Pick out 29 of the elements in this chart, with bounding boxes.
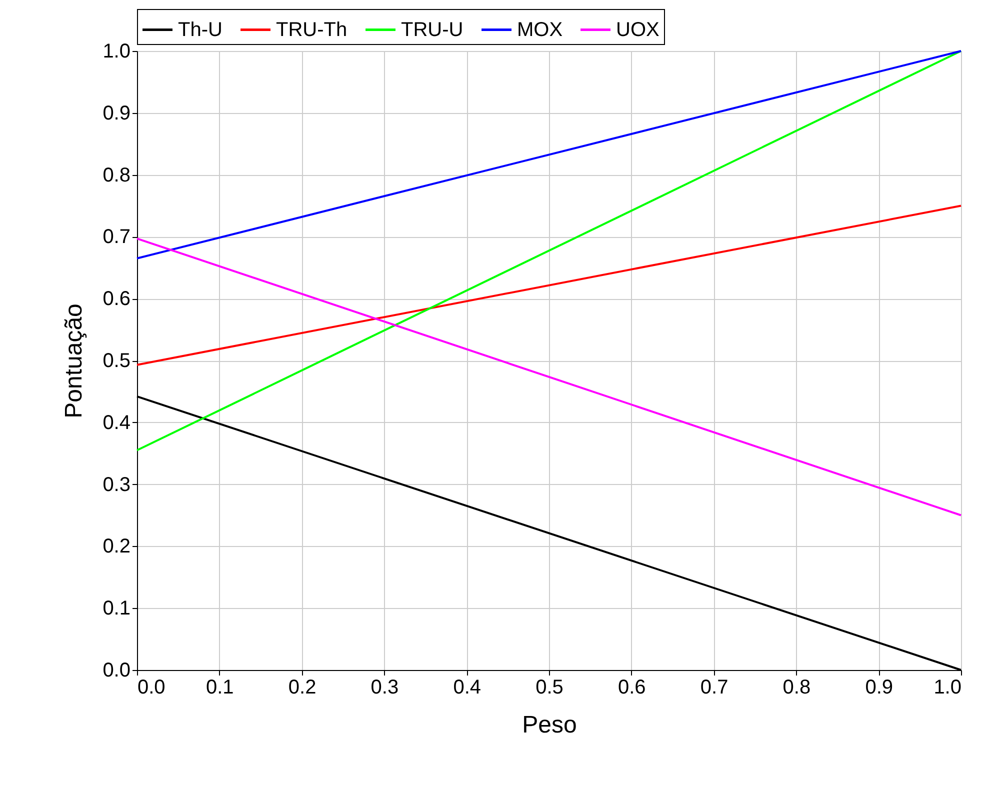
x-tick-label: 0.6 — [618, 676, 646, 698]
x-tick-label: 0.1 — [206, 676, 234, 698]
y-tick-label: 0.2 — [102, 536, 130, 558]
y-tick-label: 0.1 — [102, 598, 130, 620]
legend-label: Th-U — [178, 18, 222, 41]
y-tick-label: 1.0 — [102, 40, 130, 62]
y-tick-label: 0.4 — [102, 412, 130, 434]
y-tick-label: 0.6 — [102, 288, 130, 310]
x-tick-label: 0.3 — [370, 676, 399, 698]
y-tick-label: 0.5 — [102, 350, 130, 372]
x-tick-label: 0.4 — [453, 676, 482, 698]
x-tick-label: 1.0 — [934, 676, 962, 698]
x-tick-label: 0.5 — [536, 676, 564, 698]
legend-label: TRU-Th — [276, 18, 348, 41]
y-tick-label: 0.3 — [102, 474, 130, 496]
y-tick-label: 0.7 — [102, 226, 130, 248]
x-tick-label: 0.8 — [782, 676, 811, 698]
x-tick-label: 0.7 — [700, 676, 728, 698]
y-tick-label: 0.8 — [102, 164, 130, 186]
legend-label: MOX — [517, 18, 563, 41]
x-tick-label: 0.2 — [288, 676, 316, 698]
x-axis-title: Peso — [522, 712, 577, 738]
y-tick-label: 0.0 — [102, 660, 130, 682]
x-tick-label: 0.0 — [138, 676, 166, 698]
x-tick-label: 0.9 — [865, 676, 894, 698]
y-axis-title: Pontuação — [60, 304, 88, 418]
legend-label: TRU-U — [401, 18, 464, 41]
y-tick-label: 0.9 — [102, 102, 130, 124]
legend-label: UOX — [616, 18, 660, 41]
